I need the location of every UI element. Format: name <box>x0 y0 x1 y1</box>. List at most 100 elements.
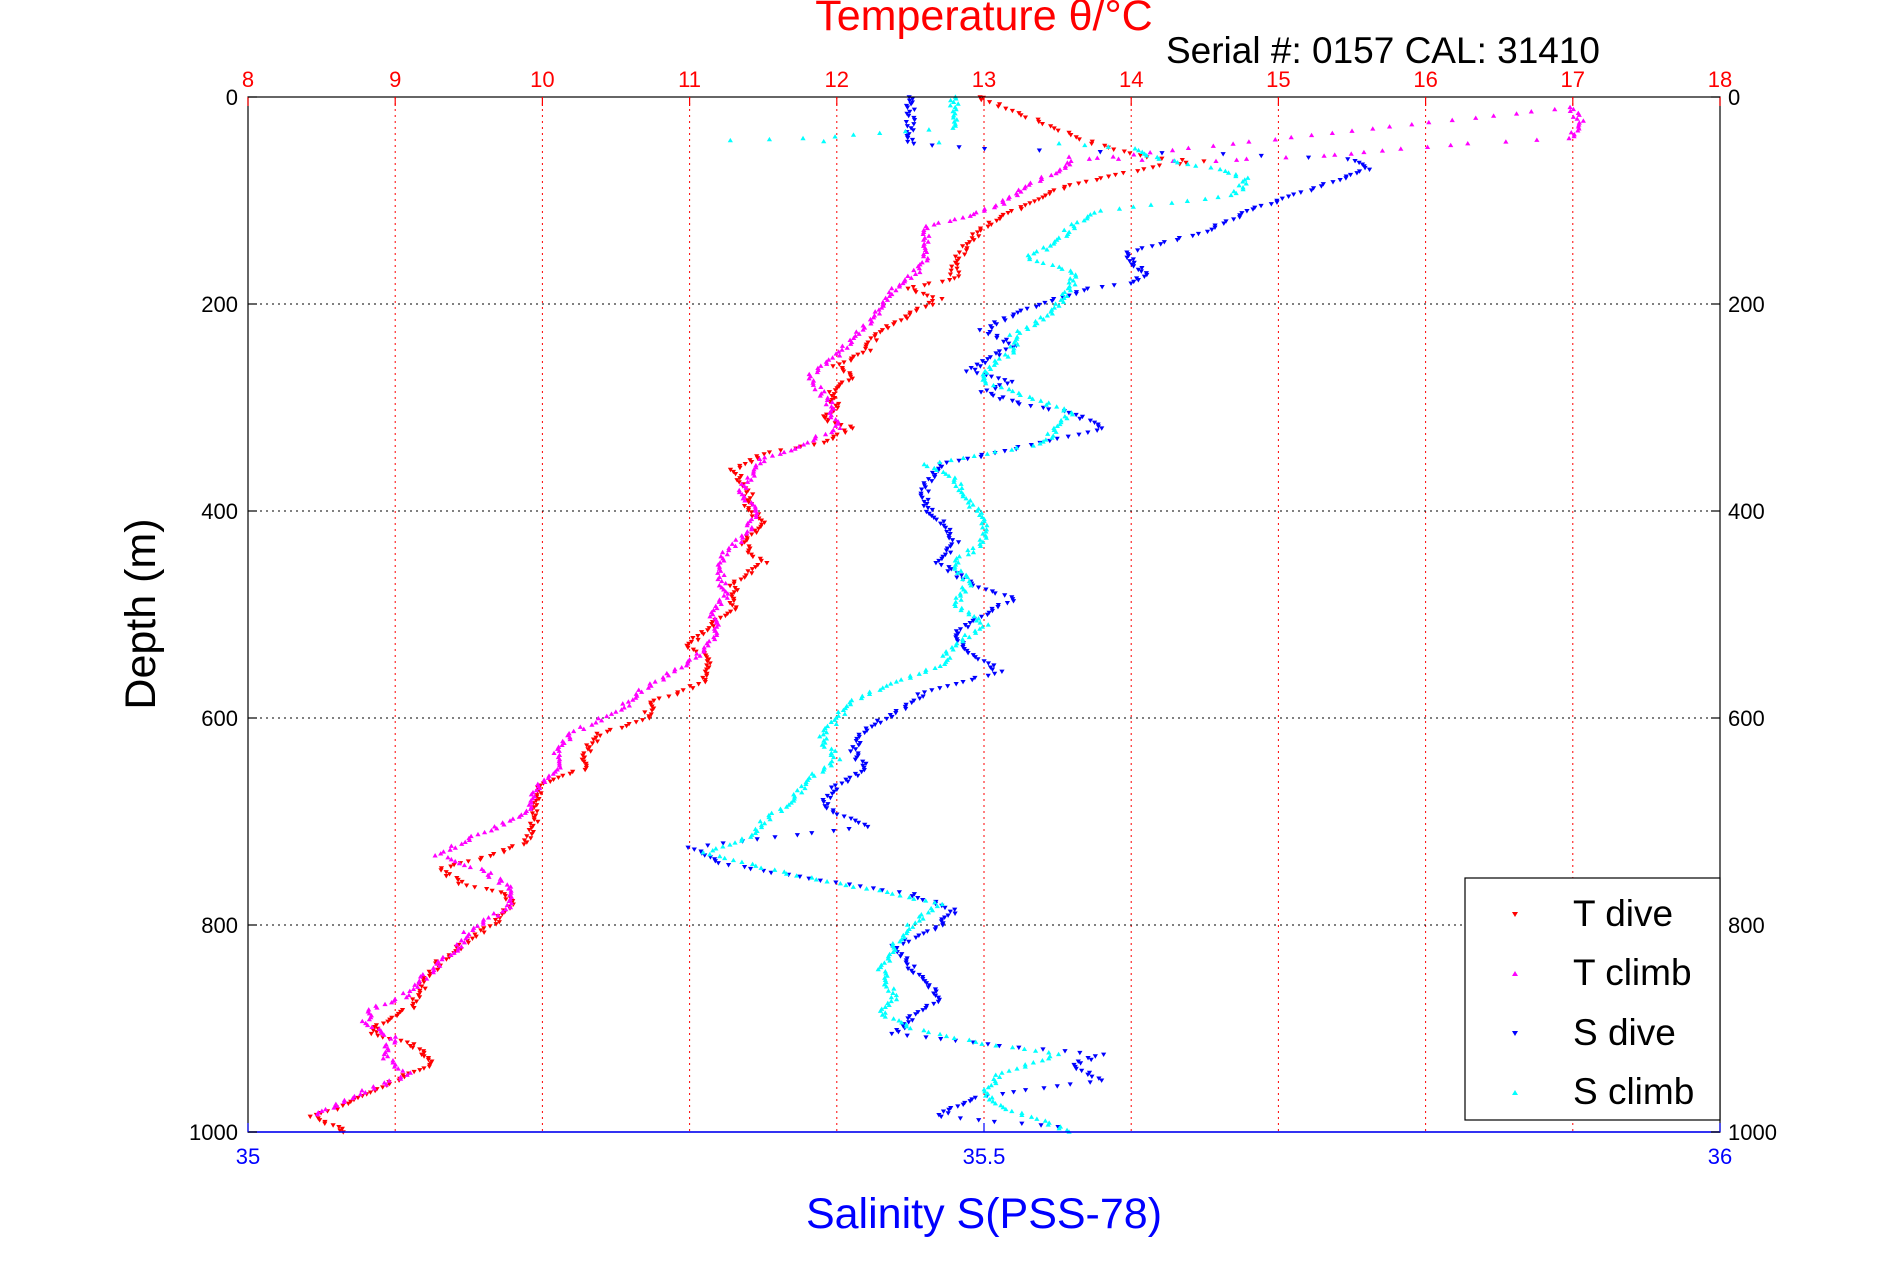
data-point <box>742 575 748 580</box>
data-point <box>938 563 944 568</box>
data-point <box>753 863 759 868</box>
data-point <box>994 218 1000 224</box>
data-point <box>1212 225 1218 231</box>
data-point <box>908 102 914 107</box>
data-point <box>884 973 890 978</box>
data-point <box>993 1043 999 1048</box>
data-point <box>822 416 828 421</box>
data-point <box>841 814 847 819</box>
legend-label-t-dive: T dive <box>1573 893 1673 934</box>
data-point <box>876 311 883 316</box>
data-point <box>872 334 878 339</box>
data-point <box>492 918 499 923</box>
right-tick-label: 600 <box>1728 706 1765 731</box>
data-point <box>656 696 662 701</box>
data-point <box>706 638 712 644</box>
data-point <box>1087 212 1093 217</box>
data-point <box>772 867 778 872</box>
data-point <box>1011 340 1017 345</box>
data-point <box>705 642 711 648</box>
data-point <box>945 1111 951 1116</box>
data-point <box>557 756 563 762</box>
data-point <box>504 882 510 887</box>
data-point <box>821 727 827 733</box>
data-point <box>999 669 1005 675</box>
data-point <box>929 507 935 513</box>
data-point <box>593 735 599 741</box>
data-point <box>1050 262 1056 267</box>
data-point <box>741 504 748 509</box>
data-point <box>828 750 834 755</box>
data-point <box>443 870 449 875</box>
data-point <box>931 222 937 227</box>
data-point <box>1032 322 1038 328</box>
left-tick-label: 200 <box>201 292 238 317</box>
data-point <box>720 844 726 849</box>
data-point <box>848 749 854 754</box>
data-point <box>995 376 1002 381</box>
data-point <box>1054 436 1060 442</box>
data-point <box>847 701 854 707</box>
bottom-tick-label: 35.5 <box>963 1144 1006 1169</box>
data-point <box>1042 300 1048 306</box>
data-point <box>416 995 423 1000</box>
data-point <box>953 483 959 488</box>
data-point <box>996 353 1002 358</box>
data-point <box>1067 276 1073 281</box>
data-point <box>491 824 498 829</box>
legend-label-s-dive: S dive <box>1573 1012 1676 1053</box>
data-point <box>607 727 613 733</box>
data-point <box>916 972 922 978</box>
data-point <box>965 625 971 630</box>
data-point <box>829 394 835 399</box>
data-point <box>1038 1123 1044 1128</box>
data-point <box>924 293 930 298</box>
data-point <box>1016 187 1022 192</box>
data-point <box>1010 314 1016 319</box>
data-point <box>835 419 841 424</box>
data-point <box>761 820 768 826</box>
data-point <box>748 510 755 515</box>
data-point <box>458 937 464 943</box>
data-point <box>597 733 603 739</box>
data-point <box>973 630 979 635</box>
data-point <box>822 740 828 745</box>
data-point <box>403 994 410 1000</box>
data-point <box>824 793 830 799</box>
data-point <box>488 827 495 833</box>
data-point <box>908 275 914 280</box>
data-point <box>639 689 645 694</box>
data-point <box>882 968 888 974</box>
data-point <box>975 585 982 590</box>
data-point <box>989 589 996 594</box>
data-point <box>1343 176 1349 181</box>
data-point <box>1279 196 1285 202</box>
data-point <box>896 890 902 895</box>
data-point <box>461 929 467 935</box>
data-point <box>779 808 785 813</box>
data-point <box>550 777 557 783</box>
data-point <box>462 839 468 844</box>
data-point <box>1018 113 1024 118</box>
data-point <box>820 769 826 774</box>
data-point <box>968 366 974 371</box>
data-point <box>1321 153 1327 158</box>
data-point <box>495 913 501 918</box>
data-point <box>355 1095 361 1101</box>
data-point <box>985 1084 992 1090</box>
data-point <box>877 1008 884 1013</box>
data-point <box>956 458 962 464</box>
data-point <box>906 98 913 104</box>
data-point <box>996 1074 1003 1079</box>
data-point <box>932 927 938 932</box>
data-point <box>884 716 890 722</box>
data-point <box>392 1038 398 1043</box>
data-point <box>484 886 490 892</box>
data-point <box>874 718 880 724</box>
data-point <box>868 321 874 326</box>
data-point <box>794 873 800 878</box>
data-point <box>1009 447 1015 452</box>
data-point <box>448 864 454 869</box>
data-point <box>917 269 923 275</box>
data-point <box>817 734 823 739</box>
